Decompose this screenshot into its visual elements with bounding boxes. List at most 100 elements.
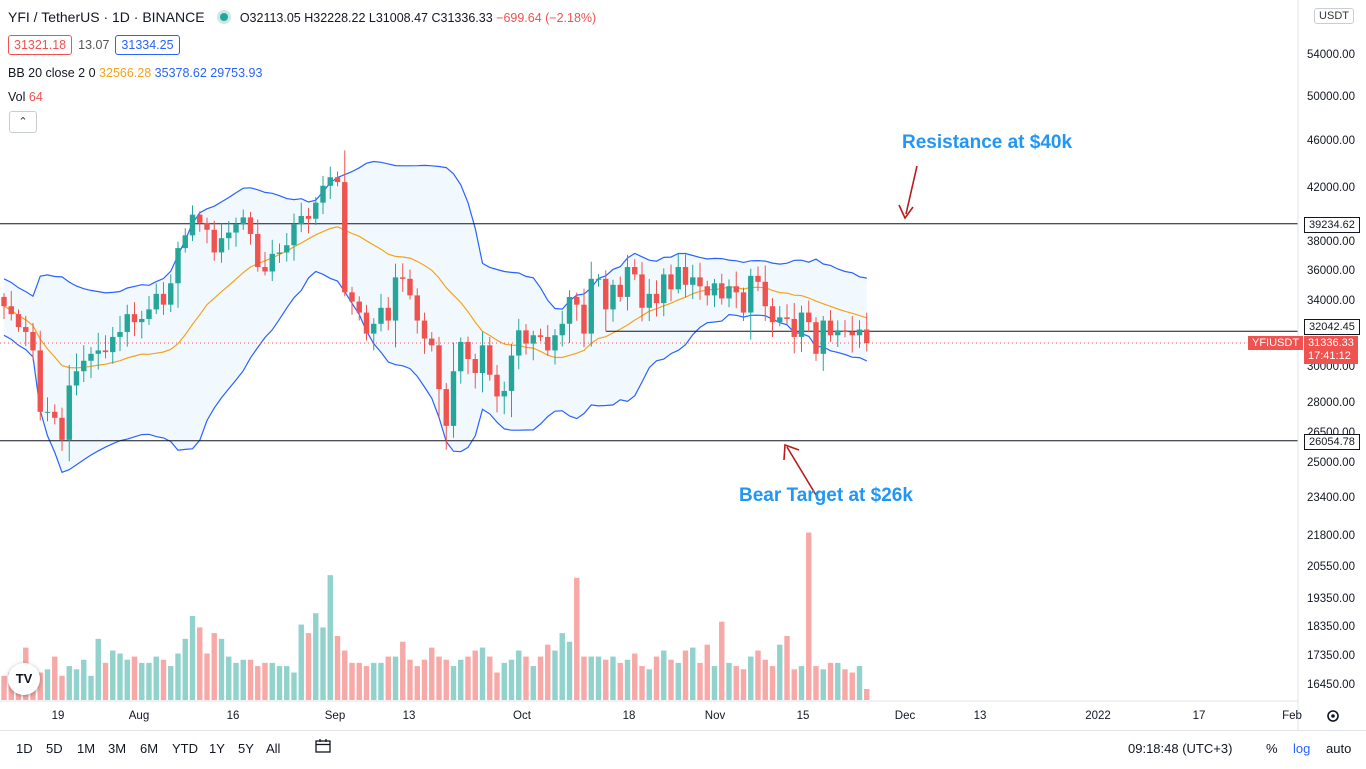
log-scale-toggle[interactable]: log (1293, 741, 1311, 756)
market-status-dot-icon (220, 13, 229, 21)
volume-bar (610, 656, 616, 700)
currency-button[interactable]: USDT (1314, 8, 1354, 24)
date-range-icon[interactable] (314, 737, 332, 758)
timeframe-1m[interactable]: 1M (77, 741, 96, 756)
candle-body (146, 309, 152, 319)
settings-gear-icon[interactable] (1327, 710, 1339, 722)
candle-body (168, 283, 174, 305)
candle-body (160, 293, 167, 305)
volume-bar (769, 666, 776, 700)
candles (1, 150, 870, 462)
candle-body (59, 417, 65, 440)
candle-body (864, 329, 870, 344)
utc-clock[interactable]: 09:18:48 (UTC+3) (1128, 741, 1233, 756)
volume-bar (139, 662, 145, 700)
candle-body (371, 323, 377, 334)
candle-body (204, 222, 210, 230)
timeframe-ytd[interactable]: YTD (172, 741, 198, 756)
timeframe-5y[interactable]: 5Y (238, 741, 254, 756)
candle-body (276, 252, 283, 254)
timeframe-5d[interactable]: 5D (46, 741, 63, 756)
candle-body (733, 286, 739, 293)
volume-bar (523, 656, 529, 700)
volume-bar (668, 659, 674, 700)
volume-bar (211, 633, 217, 700)
resistance-annotation[interactable]: Resistance at $40k (902, 132, 1073, 153)
y-tick-label: 38000.00 (1307, 236, 1355, 248)
volume-bar (59, 675, 65, 700)
candle-body (385, 307, 391, 321)
collapse-legend-button[interactable]: ⌃ (9, 111, 37, 133)
candle-body (37, 350, 43, 412)
y-tick-label: 34000.00 (1307, 295, 1355, 307)
volume-bar (574, 577, 580, 700)
volume-bar (624, 659, 631, 700)
candle-body (487, 345, 493, 375)
timeframe-3m[interactable]: 3M (108, 741, 127, 756)
volume-bar (813, 666, 819, 700)
candle-body (726, 286, 732, 299)
volume-bar (595, 656, 602, 700)
candle-body (392, 277, 399, 321)
volume-bar (450, 666, 457, 700)
volume-bar (653, 656, 660, 700)
volume-bar (719, 621, 725, 700)
candle-body (501, 390, 507, 397)
candle-body (777, 317, 783, 323)
price-chart[interactable]: 54000.00 50000.00 46000.00 42000.00 38000.00… (0, 0, 1366, 730)
volume-bar (675, 662, 681, 700)
x-tick-label: 18 (623, 710, 636, 722)
volume-bar (175, 653, 181, 700)
volume-bar (545, 644, 551, 700)
volume-bar (856, 666, 863, 700)
candle-body (603, 278, 609, 310)
candle-body (8, 306, 14, 315)
volume-bar (385, 656, 391, 700)
volume-bar (131, 656, 138, 700)
volume-bar (682, 650, 689, 700)
candle-body (240, 217, 246, 225)
candle-body (211, 229, 217, 253)
symbol-price-tag: YFIUSDT (1248, 336, 1304, 350)
volume-bar (501, 662, 507, 700)
x-tick-label: 13 (403, 710, 416, 722)
volume-bar (88, 675, 94, 700)
volume-legend[interactable]: Vol 64 (8, 90, 43, 104)
sell-price-button[interactable]: 31321.18 (8, 35, 73, 55)
buy-price-button[interactable]: 31334.25 (115, 35, 180, 55)
volume-bar (784, 635, 790, 700)
candle-body (334, 177, 341, 183)
timeframe-1d[interactable]: 1D (16, 741, 33, 756)
volume-bar (443, 659, 449, 700)
volume-bar (298, 624, 304, 700)
bear-target-annotation[interactable]: Bear Target at $26k (739, 485, 913, 506)
symbol-title[interactable]: YFI / TetherUS · 1D · BINANCE (8, 9, 205, 25)
y-tick-label: 30000.00 (1307, 361, 1355, 373)
timeframe-1y[interactable]: 1Y (209, 741, 225, 756)
volume-bar (537, 656, 544, 700)
volume-bar (697, 662, 703, 700)
candle-body (233, 224, 239, 233)
candle-body (298, 216, 304, 225)
annotation-arrows (783, 165, 918, 496)
candle-body (762, 281, 768, 307)
percent-scale-toggle[interactable]: % (1266, 741, 1278, 756)
x-tick-label: Dec (895, 710, 916, 722)
candle-body (378, 307, 384, 324)
candle-body (429, 338, 435, 346)
candle-body (806, 312, 812, 323)
timeframe-all[interactable]: All (266, 741, 281, 756)
candle-body (465, 341, 471, 360)
volume-label: Vol (8, 90, 26, 104)
candle-body (719, 283, 725, 299)
auto-scale-toggle[interactable]: auto (1326, 741, 1352, 756)
candle-body (189, 214, 196, 236)
bb-legend[interactable]: BB 20 close 2 0 32566.28 35378.62 29753.… (8, 66, 262, 80)
timeframe-6m[interactable]: 6M (140, 741, 159, 756)
tradingview-logo-icon[interactable]: TV (8, 663, 40, 695)
bb-upper-value: 35378.62 (154, 66, 207, 80)
volume-bar (559, 633, 565, 700)
candle-body (400, 277, 406, 279)
candle-body (30, 331, 36, 351)
candle-body (153, 293, 159, 310)
